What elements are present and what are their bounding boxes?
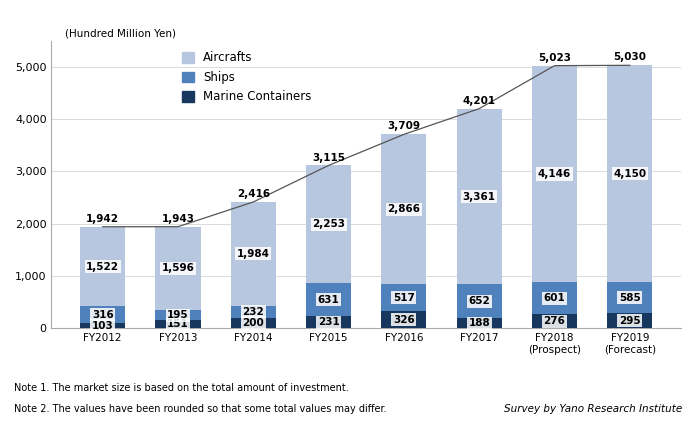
Bar [457,284,502,318]
Bar [457,109,502,284]
Text: 295: 295 [619,316,640,326]
Text: Note 1. The market size is based on the total amount of investment.: Note 1. The market size is based on the … [14,383,349,393]
Bar [457,318,502,328]
Bar [155,227,200,310]
Bar [230,202,276,306]
Bar [155,310,200,320]
Text: 3,709: 3,709 [388,122,420,131]
Bar [80,227,125,306]
Text: 1,522: 1,522 [86,262,119,272]
Text: 2,866: 2,866 [388,204,420,214]
Bar [607,282,652,313]
Bar [306,316,351,328]
Bar [306,283,351,316]
Text: 4,146: 4,146 [538,169,571,179]
Text: 1,984: 1,984 [237,249,270,259]
Text: 326: 326 [393,315,415,325]
Bar [532,66,577,283]
Text: 231: 231 [317,317,340,327]
Bar [80,323,125,328]
Text: 103: 103 [92,320,113,331]
Text: 631: 631 [317,295,340,305]
Bar [230,318,276,328]
Text: 3,115: 3,115 [312,153,345,162]
Text: 195: 195 [167,310,189,320]
Text: 276: 276 [544,316,565,326]
Bar [230,306,276,318]
Bar [607,313,652,328]
Bar [80,306,125,323]
Text: 601: 601 [544,293,565,303]
Text: 316: 316 [92,310,113,320]
Text: 188: 188 [468,318,490,329]
Text: 151: 151 [167,319,189,329]
Text: (Hundred Million Yen): (Hundred Million Yen) [65,28,176,38]
Bar [306,165,351,283]
Bar [532,314,577,328]
Bar [381,134,427,284]
Text: 1,942: 1,942 [86,214,119,224]
Text: 517: 517 [393,293,415,303]
Text: 5,023: 5,023 [538,53,571,63]
Text: Note 2. The values have been rounded so that some total values may differ.: Note 2. The values have been rounded so … [14,404,386,414]
Text: 585: 585 [619,292,641,303]
Text: 4,150: 4,150 [613,169,647,179]
Text: 3,361: 3,361 [463,192,496,201]
Text: 1,943: 1,943 [161,214,194,224]
Text: 2,253: 2,253 [312,219,345,230]
Bar [381,284,427,311]
Text: 1,596: 1,596 [161,264,194,273]
Text: 200: 200 [242,318,264,328]
Bar [532,283,577,314]
Text: 2,416: 2,416 [237,189,270,199]
Text: 232: 232 [242,307,264,317]
Bar [607,65,652,282]
Legend: Aircrafts, Ships, Marine Containers: Aircrafts, Ships, Marine Containers [177,47,316,108]
Bar [155,320,200,328]
Text: 652: 652 [468,296,490,306]
Bar [381,311,427,328]
Text: 5,030: 5,030 [613,52,647,62]
Text: 4,201: 4,201 [463,96,496,106]
Text: Survey by Yano Research Institute: Survey by Yano Research Institute [504,404,682,414]
